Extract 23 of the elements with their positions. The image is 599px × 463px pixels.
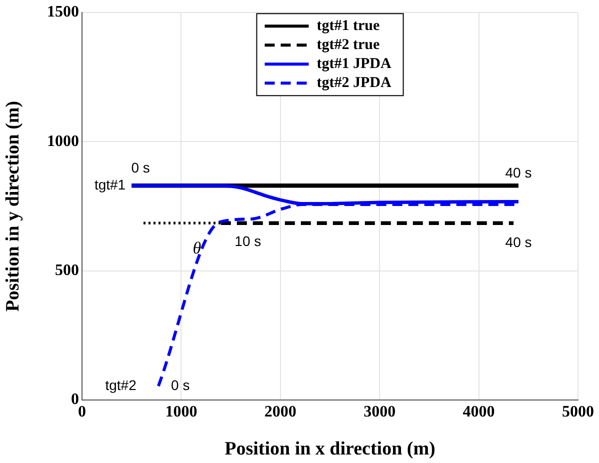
x-tick-label: 1000 bbox=[165, 404, 198, 421]
legend-label: tgt#2 true bbox=[316, 36, 380, 53]
annotation: 40 s bbox=[505, 164, 532, 180]
y-axis-title: Position in y direction (m) bbox=[2, 100, 24, 312]
annotation: 40 s bbox=[505, 234, 532, 250]
y-tick-label: 1500 bbox=[47, 4, 79, 21]
annotation: θ bbox=[192, 238, 202, 258]
legend-label: tgt#1 JPDA bbox=[316, 56, 392, 72]
legend-label: tgt#2 JPDA bbox=[316, 74, 392, 91]
annotation: 0 s bbox=[131, 160, 150, 176]
annotation: 0 s bbox=[171, 376, 190, 393]
x-tick-label: 4000 bbox=[462, 404, 495, 421]
x-tick-label: 5000 bbox=[562, 404, 594, 421]
x-tick-label: 2000 bbox=[264, 404, 296, 421]
y-tick-label: 0 bbox=[71, 391, 79, 408]
y-tick-label: 1000 bbox=[47, 132, 79, 150]
legend-label: tgt#1 true bbox=[316, 18, 380, 34]
x-axis-title: Position in x direction (m) bbox=[224, 438, 436, 460]
annotation: tgt#2 bbox=[105, 376, 137, 393]
y-tick-label: 500 bbox=[55, 262, 79, 280]
annotation: 10 s bbox=[234, 232, 262, 249]
x-tick-label: 3000 bbox=[364, 404, 396, 421]
annotation: tgt#1 bbox=[94, 176, 126, 192]
